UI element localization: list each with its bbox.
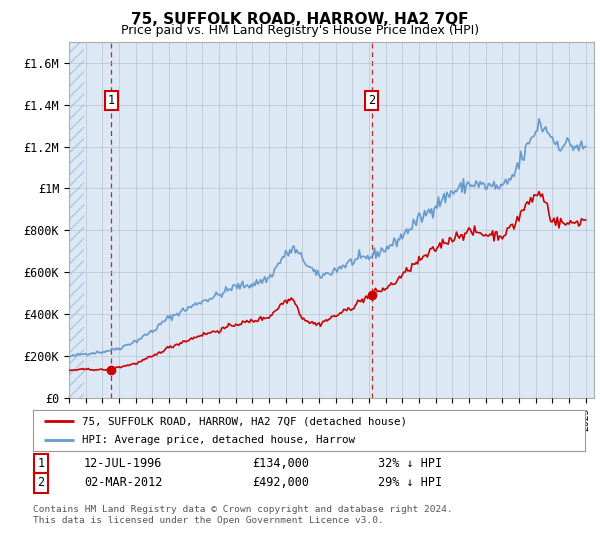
Text: 75, SUFFOLK ROAD, HARROW, HA2 7QF: 75, SUFFOLK ROAD, HARROW, HA2 7QF — [131, 12, 469, 27]
Text: £492,000: £492,000 — [252, 476, 309, 489]
Text: Price paid vs. HM Land Registry's House Price Index (HPI): Price paid vs. HM Land Registry's House … — [121, 24, 479, 37]
Text: 2: 2 — [37, 476, 44, 489]
Text: £134,000: £134,000 — [252, 457, 309, 470]
Text: 2: 2 — [368, 94, 376, 107]
Bar — [69, 42, 85, 398]
Text: 32% ↓ HPI: 32% ↓ HPI — [378, 457, 442, 470]
Text: 02-MAR-2012: 02-MAR-2012 — [84, 476, 163, 489]
Text: 12-JUL-1996: 12-JUL-1996 — [84, 457, 163, 470]
Text: 1: 1 — [108, 94, 115, 107]
Text: 1: 1 — [37, 457, 44, 470]
Text: Contains HM Land Registry data © Crown copyright and database right 2024.
This d: Contains HM Land Registry data © Crown c… — [33, 505, 453, 525]
Text: HPI: Average price, detached house, Harrow: HPI: Average price, detached house, Harr… — [82, 435, 355, 445]
Text: 75, SUFFOLK ROAD, HARROW, HA2 7QF (detached house): 75, SUFFOLK ROAD, HARROW, HA2 7QF (detac… — [82, 417, 407, 426]
Text: 29% ↓ HPI: 29% ↓ HPI — [378, 476, 442, 489]
